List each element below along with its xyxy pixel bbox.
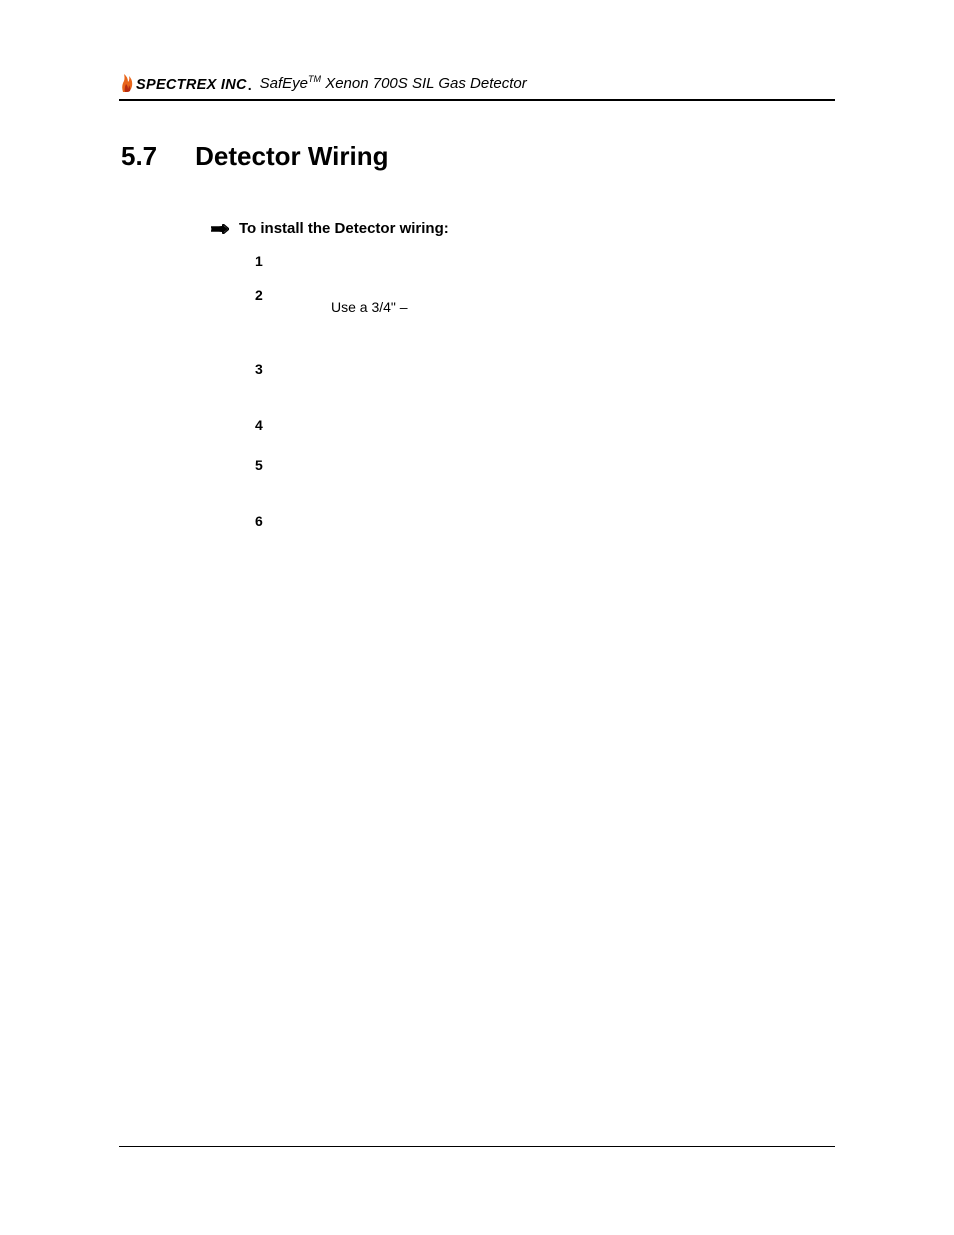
step-number: 6 (255, 513, 265, 529)
brand-dot: . (248, 77, 252, 93)
step-number: 3 (255, 361, 265, 377)
section-heading: 5.7 Detector Wiring (121, 141, 835, 172)
instruction-title: To install the Detector wiring: (239, 220, 449, 237)
flame-icon (119, 73, 135, 93)
step-number: 5 (255, 457, 265, 473)
title-suffix: Xenon 700S SIL Gas Detector (321, 75, 527, 92)
step-number: 2 (255, 287, 265, 303)
brand-name: SPECTREX INC (136, 77, 247, 93)
footer-divider (119, 1146, 835, 1147)
step-number: 1 (255, 253, 265, 269)
step-item: 3 (255, 361, 835, 377)
instruction-header: To install the Detector wiring: (211, 220, 835, 237)
step-item: 1 (255, 253, 835, 269)
section-number: 5.7 (121, 141, 157, 172)
header-divider (119, 99, 835, 101)
step-item: 6 (255, 513, 835, 529)
document-title: SafEyeTM Xenon 700S SIL Gas Detector (260, 74, 527, 93)
step-list: 1 2 Use a 3/4" – 3 4 5 6 (255, 253, 835, 529)
step-item: 4 (255, 417, 835, 433)
title-prefix: SafEye (260, 75, 308, 92)
step-sub-text: Use a 3/4" – (331, 299, 835, 315)
brand-logo: SPECTREX INC . (119, 73, 252, 93)
page-header: SPECTREX INC . SafEyeTM Xenon 700S SIL G… (119, 73, 835, 97)
title-tm: TM (308, 74, 321, 84)
step-number: 4 (255, 417, 265, 433)
instruction-block: To install the Detector wiring: 1 2 Use … (211, 220, 835, 529)
arrow-icon (211, 224, 229, 234)
step-item: 5 (255, 457, 835, 473)
section-title: Detector Wiring (195, 141, 388, 172)
